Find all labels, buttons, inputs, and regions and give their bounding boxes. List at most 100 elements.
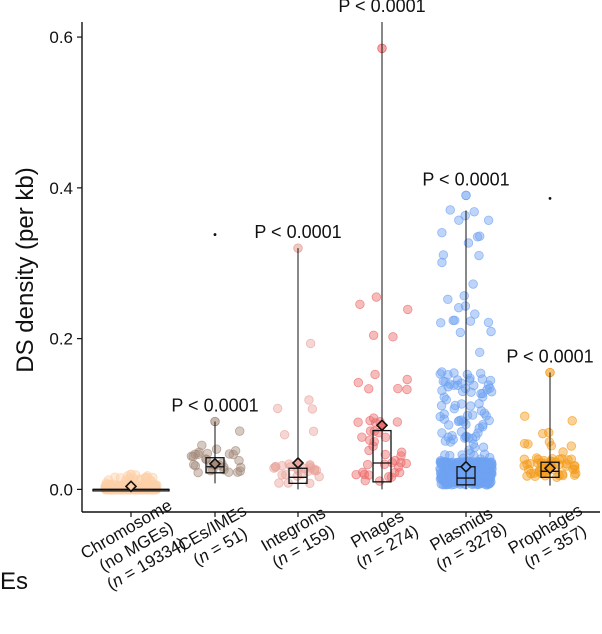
data-point — [371, 292, 382, 302]
data-point — [308, 426, 319, 437]
category-group: P < 0.0001 — [338, 0, 426, 490]
y-tick-label: 0.4 — [49, 179, 73, 198]
data-point — [448, 315, 458, 326]
data-point — [380, 449, 391, 460]
data-point — [519, 438, 530, 449]
data-point — [566, 441, 577, 451]
outlier-point — [548, 197, 552, 200]
data-point — [484, 415, 494, 426]
mean-marker — [375, 419, 389, 432]
y-tick-label: 0.6 — [49, 28, 73, 47]
data-point — [544, 427, 554, 438]
data-point — [358, 467, 368, 478]
p-value-label: P < 0.0001 — [338, 0, 425, 16]
data-point — [475, 231, 485, 241]
data-point — [384, 472, 394, 482]
data-point — [438, 473, 449, 483]
data-point — [479, 408, 490, 418]
data-point — [364, 384, 374, 394]
mean-marker — [459, 460, 473, 473]
data-point — [546, 441, 557, 451]
data-point — [445, 205, 455, 215]
data-point — [274, 478, 284, 488]
y-axis-title: DS density (per kb) — [12, 167, 39, 372]
data-point — [464, 433, 474, 443]
data-point — [454, 215, 464, 225]
data-point — [468, 279, 478, 289]
data-point — [353, 417, 363, 427]
data-point — [388, 332, 398, 342]
category-group: P < 0.0001 — [171, 233, 259, 484]
data-point — [438, 376, 448, 386]
outlier-point — [213, 233, 217, 236]
category-group: P < 0.0001 — [506, 197, 594, 486]
data-point — [449, 403, 459, 414]
mean-marker — [543, 462, 557, 475]
data-point — [309, 464, 320, 474]
data-point — [235, 466, 245, 476]
data-point — [462, 369, 472, 380]
data-point — [474, 476, 484, 487]
plot-area: P < 0.0001 P < 0.0001 P < 0.0001 P < 0.0001… — [92, 0, 594, 495]
data-point — [353, 377, 364, 388]
p-value-label: P < 0.0001 — [422, 169, 509, 189]
data-point — [402, 384, 412, 395]
data-point — [478, 442, 489, 452]
mean-marker — [124, 480, 138, 493]
data-point — [304, 395, 314, 405]
data-point — [478, 459, 488, 470]
data-point — [460, 301, 471, 311]
data-point — [281, 469, 291, 480]
data-point — [437, 385, 447, 396]
data-point — [368, 330, 379, 340]
data-point — [189, 459, 199, 470]
data-point — [438, 250, 449, 260]
data-point — [557, 469, 568, 479]
data-point — [439, 414, 449, 424]
data-point — [463, 238, 474, 248]
p-value-label: P < 0.0001 — [506, 347, 593, 367]
data-point — [523, 439, 533, 449]
data-point — [456, 415, 466, 425]
x-axis-title-fragment: Es — [0, 568, 28, 595]
data-point — [236, 462, 246, 473]
data-point — [272, 403, 283, 414]
data-point — [284, 459, 294, 469]
max-point — [461, 190, 471, 201]
p-value-label: P < 0.0001 — [254, 222, 341, 242]
data-point — [439, 409, 449, 419]
mean-marker — [208, 457, 222, 470]
data-point — [437, 257, 447, 268]
data-point — [460, 210, 470, 221]
data-point — [307, 404, 318, 414]
data-point — [474, 398, 484, 409]
data-point — [486, 326, 496, 337]
y-tick-label: 0.0 — [49, 480, 73, 499]
data-point — [362, 459, 373, 470]
data-point — [566, 454, 577, 464]
data-point — [486, 387, 497, 397]
y-tick-label: 0.2 — [49, 330, 73, 349]
category-group: P < 0.0001 — [422, 169, 510, 490]
data-point — [355, 299, 365, 309]
data-point — [455, 327, 466, 338]
data-point — [477, 422, 488, 432]
data-point — [436, 318, 446, 328]
data-point — [483, 215, 494, 225]
data-point — [443, 369, 453, 380]
data-point — [459, 291, 469, 301]
data-point — [374, 476, 385, 486]
data-point — [449, 470, 459, 480]
data-point — [190, 461, 201, 471]
data-point — [228, 449, 238, 460]
data-point — [394, 467, 405, 478]
data-point — [370, 369, 380, 380]
data-point — [211, 444, 222, 454]
data-point — [467, 410, 478, 420]
data-point — [457, 477, 467, 487]
data-point — [470, 309, 480, 319]
data-point — [520, 411, 530, 421]
data-point — [188, 451, 198, 462]
